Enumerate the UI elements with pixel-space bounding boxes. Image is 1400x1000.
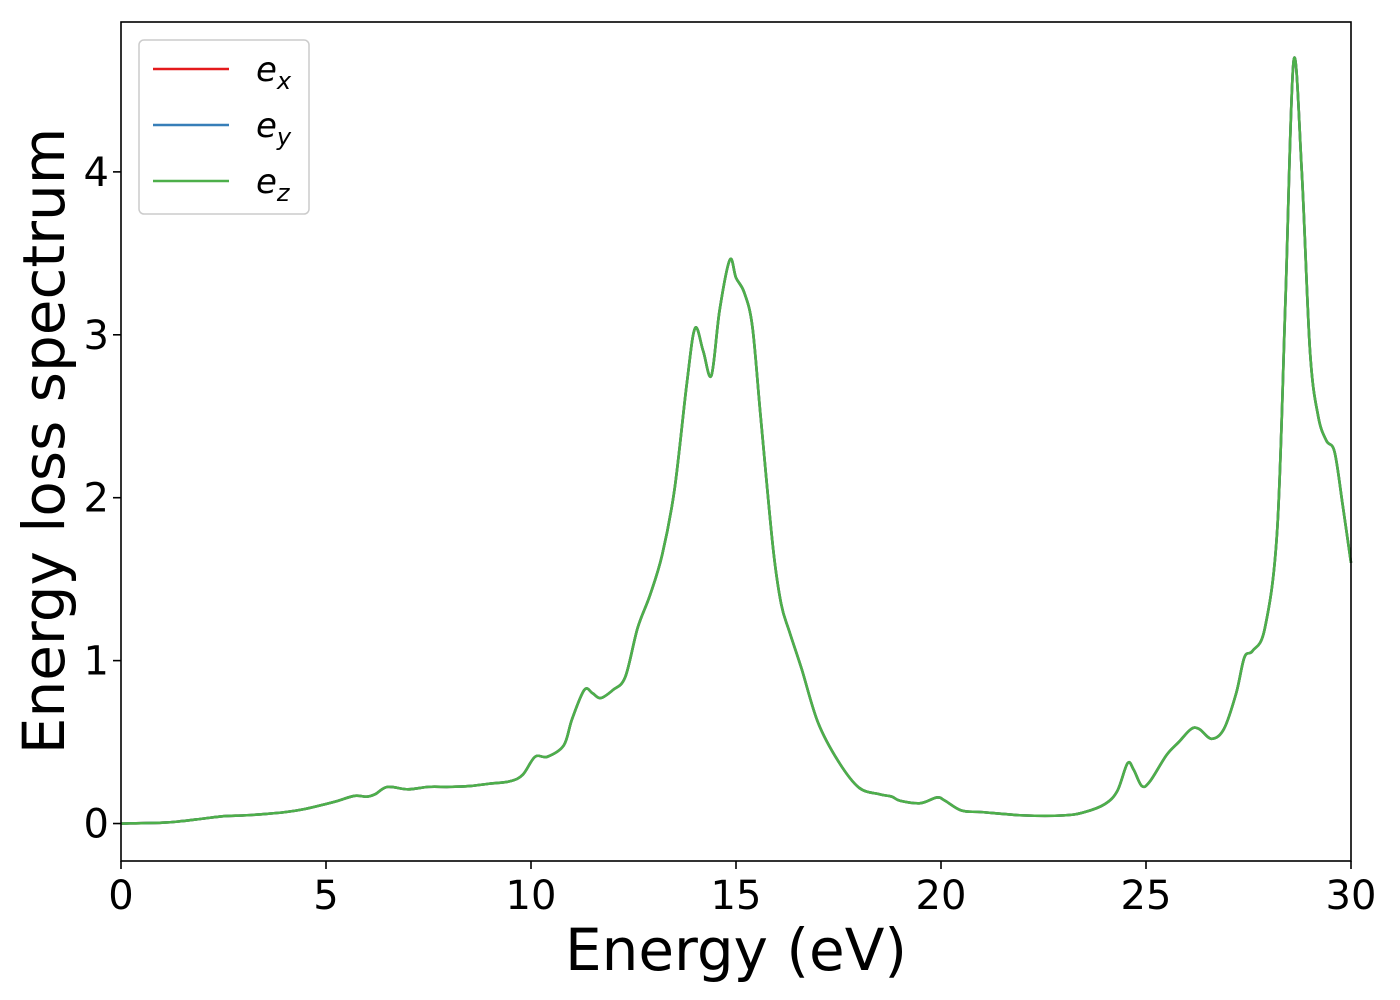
x-tick-label: 30 [1326,873,1377,919]
x-tick-label: 10 [506,873,557,919]
x-tick-label: 25 [1121,873,1172,919]
x-tick-label: 0 [108,873,133,919]
legend-label-base: e [256,50,277,90]
legend-label-base: e [256,106,277,146]
y-tick-label: 1 [84,639,109,685]
y-axis: 0 1 2 3 4 [84,150,121,848]
x-tick-label: 20 [916,873,967,919]
x-axis-label: Energy (eV) [565,916,907,984]
legend-label-y: ey [256,106,292,151]
plot-area [120,21,1353,862]
legend-label-sub: x [276,67,292,95]
series-line-z [120,56,1353,825]
legend-box [138,39,310,215]
legend-label-base: e [256,162,277,202]
legend-label-sub: z [276,179,291,207]
legend-label-x: ex [256,50,292,95]
x-tick-label: 5 [313,873,338,919]
y-tick-label: 3 [84,313,109,359]
y-tick-label: 2 [84,476,109,522]
y-tick-label: 4 [84,150,109,196]
y-tick-label: 0 [84,802,109,848]
x-tick-label: 15 [711,873,762,919]
y-axis-label: Energy loss spectrum [10,128,78,754]
legend-label-sub: y [276,123,292,151]
series-layer [120,56,1353,825]
x-axis: 0 5 10 15 20 25 30 [108,861,1376,919]
legend-label-z: ez [256,162,291,207]
